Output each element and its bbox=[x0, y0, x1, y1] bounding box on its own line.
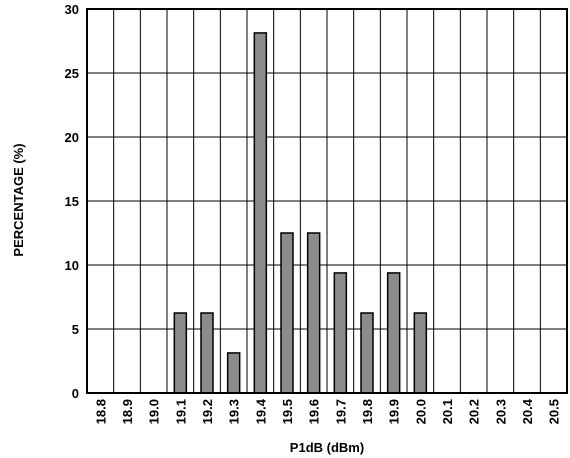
bar-19.7 bbox=[333, 272, 348, 394]
y-tick-label: 5 bbox=[72, 322, 79, 337]
bar-19.9 bbox=[386, 272, 401, 394]
x-tick-label: 19.9 bbox=[387, 399, 402, 424]
x-tick-label: 19.3 bbox=[227, 399, 242, 424]
bar-20.0 bbox=[413, 312, 428, 394]
x-tick-label: 19.5 bbox=[280, 399, 295, 424]
x-tick-label: 19.4 bbox=[253, 398, 268, 424]
axis-layer bbox=[86, 8, 568, 394]
x-axis-label: P1dB (dBm) bbox=[290, 440, 364, 455]
bar-19.1 bbox=[173, 312, 188, 394]
x-tick-label: 19.0 bbox=[147, 399, 162, 424]
bar-layer bbox=[173, 32, 428, 394]
x-tick-label: 20.2 bbox=[467, 399, 482, 424]
bar-19.5 bbox=[280, 232, 294, 394]
y-tick-label: 10 bbox=[65, 258, 79, 273]
y-tick-labels: 0 5 10 15 20 25 30 bbox=[65, 2, 79, 401]
plot-frame bbox=[86, 8, 568, 394]
y-tick-label: 20 bbox=[65, 130, 79, 145]
y-tick-label: 15 bbox=[65, 194, 79, 209]
x-tick-label: 18.8 bbox=[93, 399, 108, 424]
y-tick-label: 25 bbox=[65, 66, 79, 81]
bar-19.8 bbox=[360, 312, 374, 394]
bar-19.3 bbox=[226, 352, 241, 394]
x-tick-labels: 18.8 18.9 19.0 19.1 19.2 19.3 19.4 19.5 19.6 19.7… bbox=[93, 398, 561, 424]
x-tick-label: 19.7 bbox=[333, 399, 348, 424]
grid-layer bbox=[87, 9, 567, 393]
x-tick-label: 20.1 bbox=[440, 399, 455, 424]
x-tick-label: 20.5 bbox=[547, 399, 562, 424]
y-axis-label: PERCENTAGE (%) bbox=[11, 143, 26, 256]
x-tick-label: 20.4 bbox=[520, 398, 535, 424]
x-tick-label: 19.2 bbox=[200, 399, 215, 424]
y-tick-label: 30 bbox=[65, 2, 79, 17]
x-tick-label: 19.1 bbox=[173, 399, 188, 424]
x-tick-label: 19.6 bbox=[307, 399, 322, 424]
y-tick-label: 0 bbox=[72, 386, 79, 401]
x-tick-label: 18.9 bbox=[120, 399, 135, 424]
x-tick-label: 19.8 bbox=[360, 399, 375, 424]
bar-19.2 bbox=[200, 312, 214, 394]
bar-19.4 bbox=[253, 32, 268, 394]
bar-19.6 bbox=[306, 232, 321, 394]
x-tick-label: 20.3 bbox=[493, 399, 508, 424]
x-tick-label: 20.0 bbox=[413, 399, 428, 424]
